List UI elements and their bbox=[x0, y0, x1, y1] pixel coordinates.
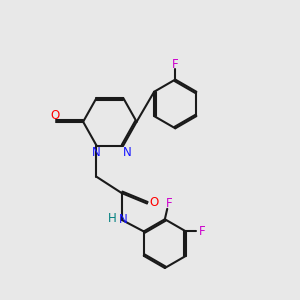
Text: F: F bbox=[165, 197, 172, 210]
Text: H: H bbox=[108, 212, 117, 225]
Text: O: O bbox=[150, 196, 159, 208]
Text: N: N bbox=[119, 213, 128, 226]
Text: F: F bbox=[198, 225, 205, 238]
Text: N: N bbox=[122, 146, 131, 159]
Text: F: F bbox=[172, 58, 178, 70]
Text: O: O bbox=[50, 109, 59, 122]
Text: N: N bbox=[92, 146, 100, 159]
